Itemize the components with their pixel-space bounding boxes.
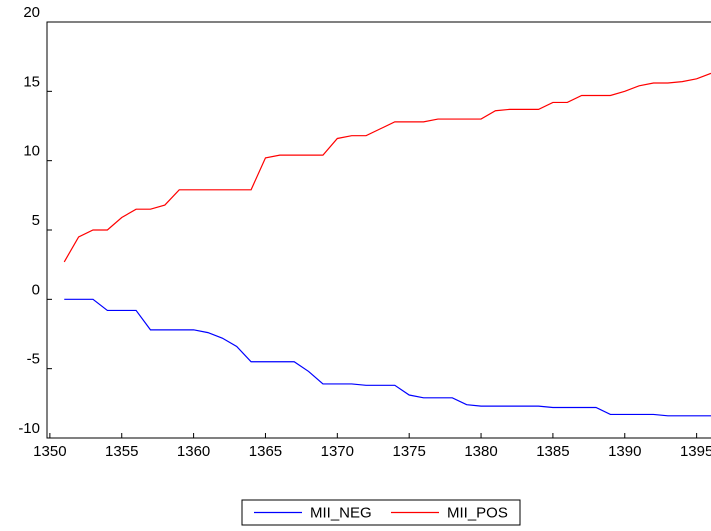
x-tick-label: 1385 [536,443,569,460]
legend-label: MII_NEG [310,504,372,521]
x-tick-label: 1355 [105,443,138,460]
x-tick-label: 1395 [680,443,711,460]
series-line [64,298,711,417]
x-tick-label: 1390 [608,443,641,460]
y-tick-label: -10 [18,420,40,437]
y-tick-label: 0 [32,281,40,298]
x-tick-label: 1365 [249,443,282,460]
y-tick-label: -5 [27,351,40,368]
x-tick-label: 1370 [321,443,354,460]
legend-label: MII_POS [447,504,508,521]
plot-frame [46,21,711,439]
y-tick-label: 15 [23,73,40,90]
x-tick-label: 1350 [33,443,66,460]
x-tick-label: 1360 [177,443,210,460]
legend: MII_NEG MII_POS [241,499,521,526]
y-tick-label: 5 [32,212,40,229]
x-tick-label: 1375 [392,443,425,460]
y-tick-label: 20 [23,4,40,21]
series-line [63,72,711,263]
y-tick-label: 10 [23,143,40,160]
x-tick-label: 1380 [464,443,497,460]
